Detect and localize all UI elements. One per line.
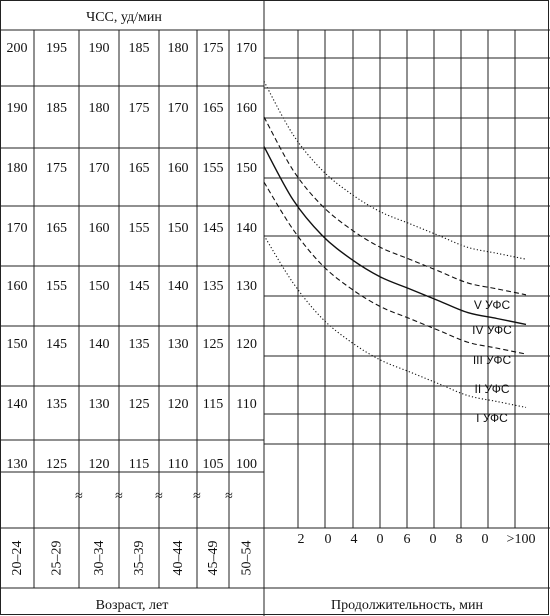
hr-cell: 165 <box>203 101 224 116</box>
hr-cell: 160 <box>7 279 28 294</box>
hr-cell: 195 <box>46 41 67 56</box>
hr-cell: 140 <box>7 397 28 412</box>
duration-tick: >100 <box>507 532 536 547</box>
hr-cell: 170 <box>236 41 257 56</box>
hr-cell: 130 <box>168 337 189 352</box>
hr-cell: 160 <box>236 101 257 116</box>
hr-cell: 175 <box>46 161 67 176</box>
age-footer: Возраст, лет <box>96 598 169 613</box>
hr-cell: 140 <box>236 221 257 236</box>
duration-tick: 0 <box>325 532 332 547</box>
age-label: 35–39 <box>132 541 147 576</box>
age-label: 20–24 <box>10 541 25 576</box>
hr-cell: 190 <box>89 41 110 56</box>
hr-cell: 130 <box>236 279 257 294</box>
chart-grid <box>264 30 550 528</box>
hr-cell: 115 <box>203 397 223 412</box>
hr-table-grid <box>0 30 264 588</box>
hr-cell: 110 <box>168 457 188 472</box>
age-label: 40–44 <box>171 541 186 576</box>
hr-cell: 185 <box>129 41 150 56</box>
hr-cell: 120 <box>168 397 189 412</box>
hr-cell: 140 <box>168 279 189 294</box>
hr-cell: 170 <box>89 161 110 176</box>
hr-cell: 120 <box>236 337 257 352</box>
hr-cell: 125 <box>129 397 150 412</box>
curve-v-уфс <box>263 81 527 260</box>
zone-label: III УФС <box>473 353 512 367</box>
hr-cell: 155 <box>46 279 67 294</box>
hr-table: 200 195 190 185 180 175 170 190 185 180 175 170 165 1… <box>7 41 258 504</box>
duration-footer: Продолжительность, мин <box>331 598 483 613</box>
hr-cell: 160 <box>89 221 110 236</box>
hr-cell: 165 <box>46 221 67 236</box>
curve-iii-уфс <box>263 146 527 326</box>
break-mark: ≈ <box>225 489 233 504</box>
duration-tick: 0 <box>482 532 489 547</box>
duration-ticks: 2 0 4 0 6 0 8 0 >100 <box>298 532 536 547</box>
hr-cell: 105 <box>203 457 224 472</box>
hr-cell: 150 <box>168 221 189 236</box>
duration-tick: 2 <box>298 532 305 547</box>
hr-cell: 155 <box>129 221 150 236</box>
zone-label: V УФС <box>474 298 511 312</box>
age-label: 50–54 <box>240 541 255 576</box>
hr-header: ЧСС, уд/мин <box>86 10 162 25</box>
hr-cell: 110 <box>236 397 256 412</box>
hr-cell: 185 <box>46 101 67 116</box>
hr-cell: 130 <box>7 457 28 472</box>
hr-cell: 150 <box>89 279 110 294</box>
duration-tick: 0 <box>377 532 384 547</box>
hr-cell: 150 <box>7 337 28 352</box>
duration-tick: 4 <box>351 532 358 547</box>
zone-label: IV УФС <box>472 323 512 337</box>
hr-cell: 135 <box>129 337 150 352</box>
hr-cell: 190 <box>7 101 28 116</box>
hr-cell: 145 <box>203 221 224 236</box>
hr-cell: 160 <box>168 161 189 176</box>
hr-cell: 175 <box>203 41 224 56</box>
hr-cell: 150 <box>236 161 257 176</box>
curve-i-уфс <box>263 235 527 408</box>
hr-cell: 135 <box>46 397 67 412</box>
hr-cell: 200 <box>7 41 28 56</box>
hr-cell: 125 <box>203 337 224 352</box>
hr-cell: 135 <box>203 279 224 294</box>
hr-cell: 180 <box>168 41 189 56</box>
age-labels: 20–24 25–29 30–34 35–39 40–44 45–49 50–54 <box>10 541 255 576</box>
age-label: 25–29 <box>50 541 65 576</box>
duration-tick: 6 <box>404 532 411 547</box>
zone-labels: V УФС IV УФС III УФС II УФС I УФС <box>472 298 512 425</box>
duration-tick: 0 <box>430 532 437 547</box>
hr-cell: 120 <box>89 457 110 472</box>
hr-cell: 155 <box>203 161 224 176</box>
break-mark: ≈ <box>193 489 201 504</box>
curve-ii-уфс <box>263 181 527 355</box>
hr-cell: 130 <box>89 397 110 412</box>
age-label: 45–49 <box>206 541 221 576</box>
hr-cell: 180 <box>7 161 28 176</box>
break-mark: ≈ <box>75 489 83 504</box>
hr-cell: 145 <box>129 279 150 294</box>
ufs-curves <box>263 81 527 408</box>
age-label: 30–34 <box>92 541 107 576</box>
hr-cell: 180 <box>89 101 110 116</box>
curve-iv-уфс <box>263 116 527 296</box>
hr-cell: 170 <box>168 101 189 116</box>
break-mark: ≈ <box>115 489 123 504</box>
zone-label: I УФС <box>476 411 508 425</box>
hr-cell: 125 <box>46 457 67 472</box>
hr-cell: 175 <box>129 101 150 116</box>
duration-tick: 8 <box>456 532 463 547</box>
hr-cell: 165 <box>129 161 150 176</box>
hr-cell: 170 <box>7 221 28 236</box>
hr-cell: 140 <box>89 337 110 352</box>
hr-cell: 145 <box>46 337 67 352</box>
hr-cell: 100 <box>236 457 257 472</box>
zone-label: II УФС <box>474 382 509 396</box>
break-mark: ≈ <box>155 489 163 504</box>
hr-cell: 115 <box>129 457 149 472</box>
